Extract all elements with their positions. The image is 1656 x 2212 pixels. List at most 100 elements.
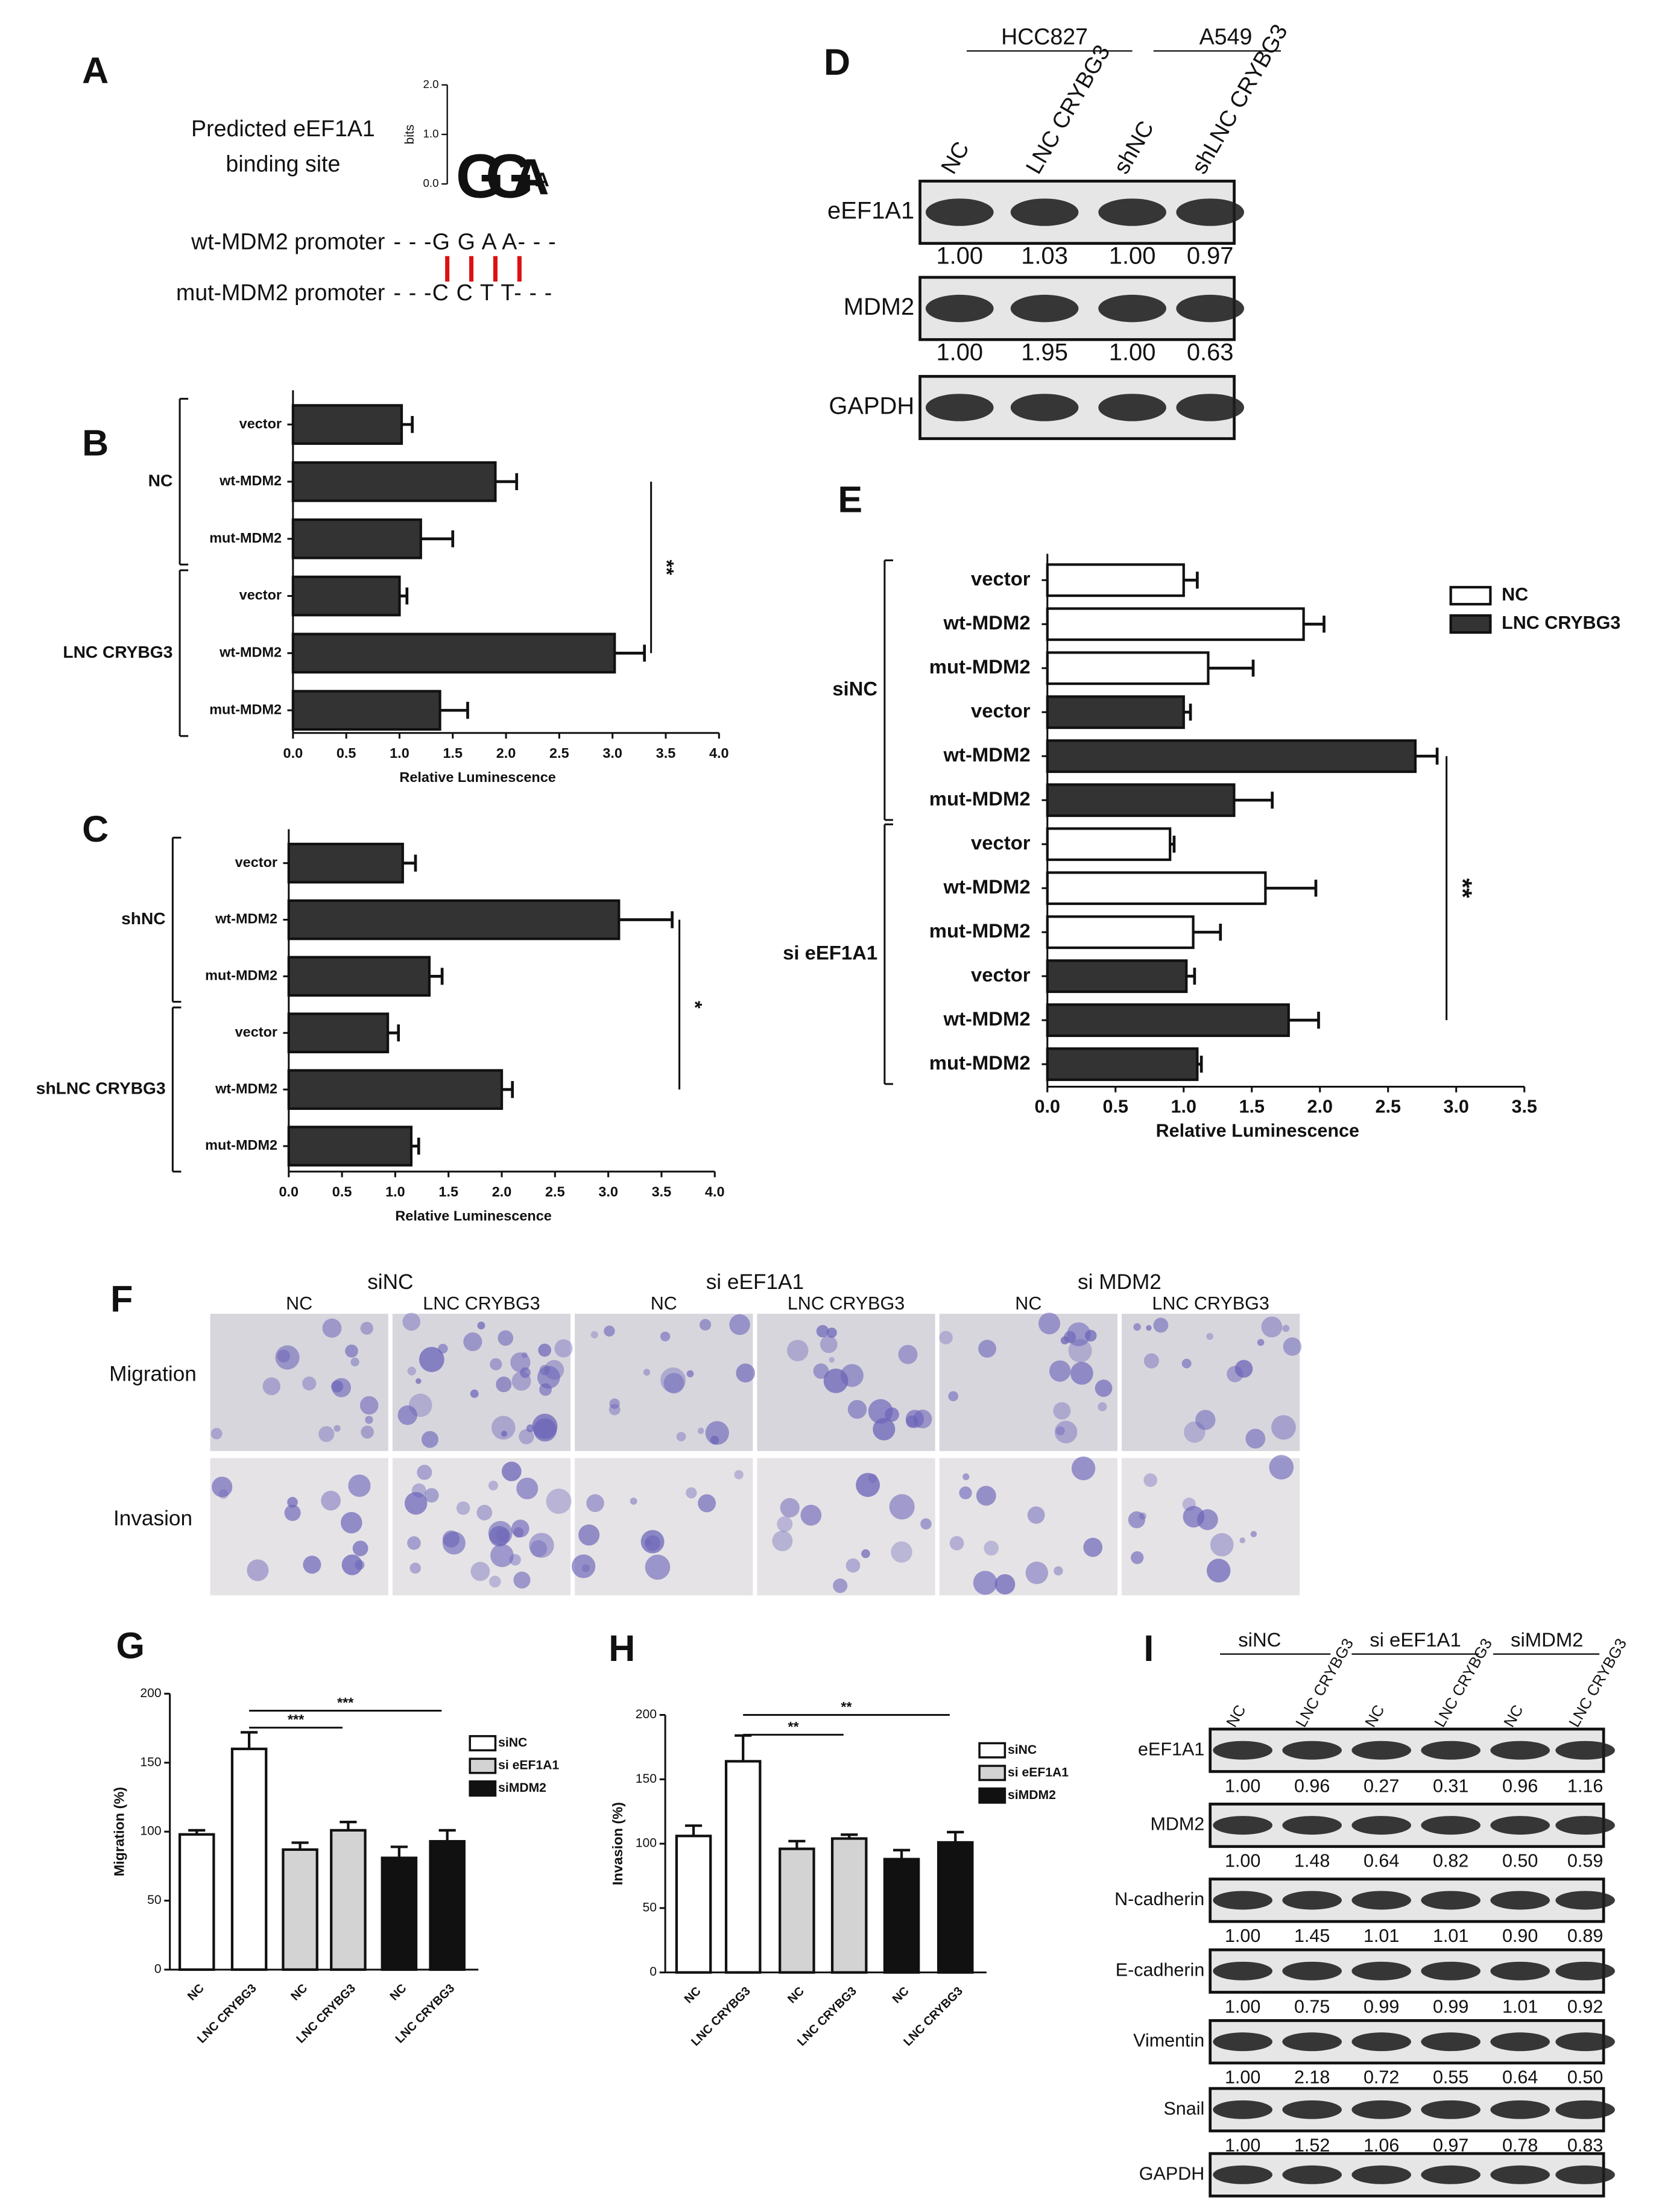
cell-cluster xyxy=(1098,1402,1107,1411)
group-header: si eEF1A1 xyxy=(706,1270,804,1294)
bar xyxy=(1046,563,1185,597)
cell-cluster xyxy=(539,1383,552,1396)
bar xyxy=(830,1837,868,1974)
blot-band xyxy=(925,198,994,226)
cell-cluster xyxy=(544,1360,564,1380)
quantification: 0.27 xyxy=(1364,1776,1399,1796)
error-bar xyxy=(1170,836,1176,853)
cell-cluster xyxy=(489,1575,501,1588)
cell-cluster xyxy=(318,1426,335,1442)
cell-cluster xyxy=(643,1369,651,1376)
cell-cluster xyxy=(1183,1505,1205,1528)
cell-cluster xyxy=(710,1435,719,1445)
row-label: eEF1A1 xyxy=(1138,1739,1204,1759)
cell-cluster xyxy=(1261,1316,1283,1338)
category-label: wt-MDM2 xyxy=(943,1007,1030,1030)
cell-cluster xyxy=(699,1319,712,1331)
quantification: 1.01 xyxy=(1502,1996,1538,2017)
error-bar xyxy=(1303,616,1326,633)
cell-cluster xyxy=(829,1357,835,1363)
cell-cluster xyxy=(456,1501,470,1515)
blot-band xyxy=(1010,294,1079,323)
cell-cluster xyxy=(262,1377,281,1396)
blot-band xyxy=(1098,294,1166,323)
x-tick-label: 2.5 xyxy=(545,1184,565,1200)
quantification: 1.00 xyxy=(1225,1996,1260,2017)
cell-cluster xyxy=(491,1416,516,1440)
cell-cluster xyxy=(397,1405,417,1425)
cell-cluster xyxy=(920,1518,932,1530)
cell-cluster xyxy=(820,1335,838,1353)
blot-band xyxy=(1351,2032,1411,2052)
error-bar xyxy=(1265,880,1318,897)
cell-cluster xyxy=(1184,1421,1206,1443)
cell-cluster xyxy=(1038,1312,1061,1335)
category-label: mut-MDM2 xyxy=(929,1051,1031,1074)
blot-band xyxy=(1213,2100,1272,2119)
category-label: vector xyxy=(971,963,1031,986)
cell-cluster xyxy=(609,1398,620,1409)
cell-cluster xyxy=(840,1364,864,1387)
blot-band xyxy=(1098,394,1166,421)
cell-cluster xyxy=(1131,1551,1144,1564)
quantification: 0.64 xyxy=(1502,2067,1538,2088)
category-label: wt-MDM2 xyxy=(943,875,1030,898)
category-label: wt-MDM2 xyxy=(215,1080,277,1096)
blot-band xyxy=(1282,2032,1342,2052)
x-tick-label: 3.5 xyxy=(656,745,676,761)
error-bar xyxy=(340,1821,357,1830)
bar xyxy=(291,690,441,731)
cell-cluster xyxy=(470,1389,479,1398)
cell-cluster xyxy=(490,1543,514,1568)
cell-cluster xyxy=(210,1428,223,1440)
x-tick-label: 4.0 xyxy=(705,1184,725,1200)
blot-band xyxy=(1213,1961,1272,1980)
blot-band xyxy=(1010,394,1079,421)
panel-letter: H xyxy=(608,1628,635,1669)
quantification: 0.96 xyxy=(1502,1776,1538,1796)
category-label: vector xyxy=(239,415,282,431)
panel-letter: C xyxy=(82,808,109,849)
legend-label: LNC CRYBG3 xyxy=(1502,613,1620,633)
quantification: 1.00 xyxy=(936,243,983,269)
sequence: - - -C C T T- - - xyxy=(393,280,552,305)
blot-band xyxy=(1213,2165,1272,2184)
x-tick-label: 2.5 xyxy=(549,745,569,761)
blot-band xyxy=(1176,394,1245,421)
x-axis-label: Relative Luminescence xyxy=(1156,1121,1359,1141)
error-bar xyxy=(1208,660,1255,677)
logo-tick-label: 0.0 xyxy=(423,177,438,189)
cell-cluster xyxy=(355,1560,365,1570)
cell-cluster xyxy=(501,1431,508,1437)
cell-cluster xyxy=(496,1376,512,1393)
cell-cluster xyxy=(529,1533,554,1558)
cell-cluster xyxy=(303,1555,321,1574)
cell-cluster xyxy=(333,1425,341,1432)
significance-label: *** xyxy=(288,1712,305,1727)
condition-label: NC xyxy=(286,1293,312,1314)
cell-cluster xyxy=(501,1461,522,1481)
blot-band xyxy=(1282,1816,1342,1835)
cell-cluster xyxy=(1181,1358,1192,1369)
category-label: vector xyxy=(971,831,1031,854)
blot-band xyxy=(1176,198,1245,226)
quantification: 0.75 xyxy=(1294,1996,1330,2017)
group-label: shNC xyxy=(121,909,166,928)
quantification: 0.99 xyxy=(1433,1996,1468,2017)
significance-label: *** xyxy=(337,1695,354,1710)
logo-letter: A xyxy=(535,168,549,191)
x-tick-label: 0.5 xyxy=(337,745,356,761)
group-label: NC xyxy=(148,471,173,490)
error-bar xyxy=(615,644,646,662)
cell-cluster xyxy=(407,1366,416,1376)
group-label: si eEF1A1 xyxy=(783,941,877,963)
y-tick-label: 200 xyxy=(140,1686,161,1700)
cell-cluster xyxy=(1146,1325,1152,1331)
condition-label: LNC CRYBG3 xyxy=(788,1293,905,1314)
cell-cluster xyxy=(845,1558,861,1573)
group-header: si eEF1A1 xyxy=(1370,1628,1461,1651)
cell-cluster xyxy=(1271,1415,1296,1440)
cell-cluster xyxy=(341,1554,363,1575)
bar xyxy=(230,1747,268,1971)
